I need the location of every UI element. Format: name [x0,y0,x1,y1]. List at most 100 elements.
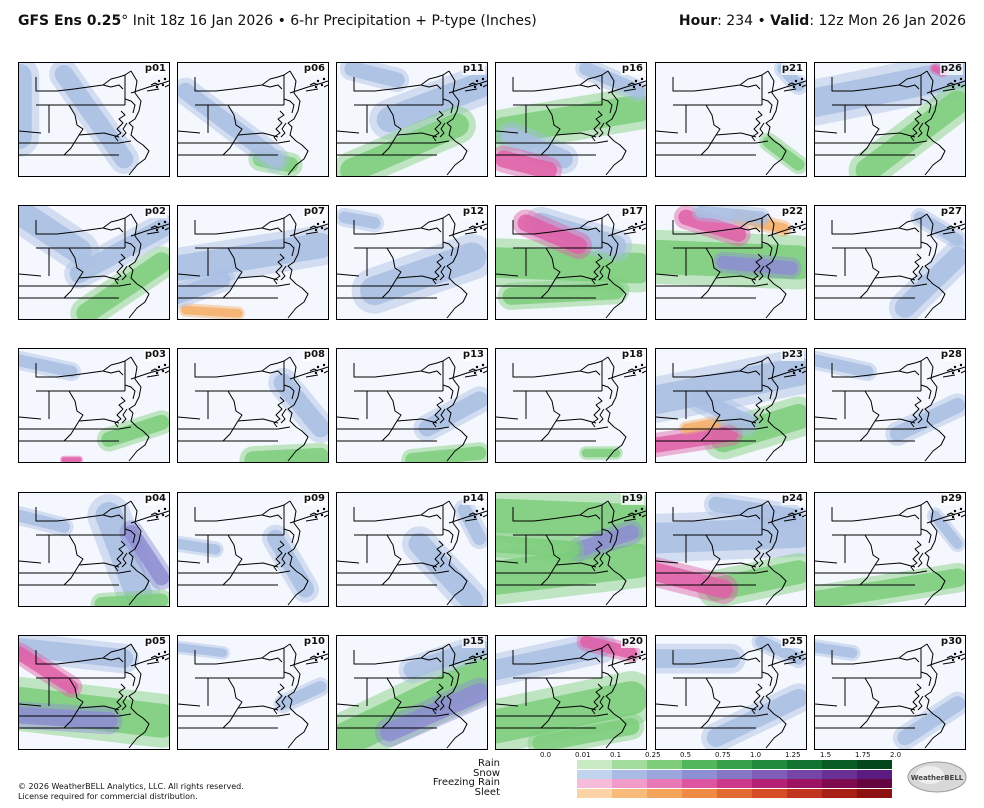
boundary-line [924,283,946,319]
island-marker [951,228,955,232]
boundary-line [555,705,597,711]
boundary-line [128,426,150,462]
boundary-line [273,396,285,428]
island-marker [640,507,644,511]
boundary-line [446,426,468,462]
boundary-line [261,370,283,376]
legend-color-swatch [857,760,892,769]
boundary-line [761,356,769,391]
boundary-line [761,528,773,544]
boundary-line [512,217,603,235]
boundary-line [237,562,279,568]
boundary-line [496,426,609,430]
ensemble-panel-grid: p01 p06 p11 p16 p21 p26 p02 p07 p12 p17 p22 p27 p03 p… [18,62,966,750]
boundary-line [222,134,239,156]
island-marker [314,371,318,375]
boundary-line [496,140,609,144]
island-marker [475,222,479,226]
boundary-line [540,420,557,442]
svg-text:WeatherBELL: WeatherBELL [911,774,964,782]
member-panel: p07 [177,205,329,320]
boundary-line [19,426,132,430]
boundary-line [960,514,965,518]
island-marker [957,513,961,517]
member-label: p08 [302,349,326,361]
state-outline [513,361,602,391]
boundary-line [540,134,557,156]
boundary-line [337,416,360,420]
boundary-line [289,80,328,94]
island-marker [320,83,324,87]
boundary-line [19,416,42,420]
boundary-line [386,677,402,709]
degree-sign: ° [121,13,129,29]
island-marker [794,222,798,226]
boundary-line [815,426,928,430]
precip-swath [762,136,805,171]
boundary-line [114,540,126,572]
legend-color-swatch [752,788,787,798]
island-marker [314,658,318,662]
boundary-line [287,356,301,428]
boundary-line [605,570,627,606]
boundary-line [305,88,319,92]
boundary-line [601,528,613,544]
member-panel: p04 [18,492,170,607]
boundary-line [178,426,291,430]
boundary-line [439,265,446,281]
boundary-line [864,247,880,279]
legend-color-swatch [752,760,787,769]
island-marker [157,652,161,656]
boundary-line [627,655,637,659]
state-outline [832,648,921,678]
member-map [496,63,646,176]
legend-color-swatch [787,760,822,769]
legend-color-swatch [822,779,857,788]
boundary-line [765,500,779,572]
boundary-line [261,514,283,520]
island-marker [800,507,804,511]
boundary-line [605,356,619,428]
legend-tick-label: 0.5 [680,751,692,759]
legend-ticks: 0.0 0.01 0.1 0.25 0.5 0.75 1.0 1.25 1.5 1.75 2.0 [500,751,901,761]
boundary-line [442,98,454,114]
boundary-line [442,671,454,687]
boundary-line [758,265,765,281]
member-label: p05 [143,636,167,648]
member-label: p12 [461,206,485,218]
boundary-line [280,122,287,138]
member-map [656,349,806,462]
boundary-line [164,657,169,661]
boundary-line [656,273,679,277]
precip-swath [19,646,79,694]
boundary-line [765,426,787,462]
boundary-line [672,360,763,378]
island-marker [155,85,159,89]
precip-swath [340,113,469,176]
boundary-line [496,273,519,277]
boundary-line [787,368,797,372]
island-marker [792,85,796,89]
legend-color-swatch [542,769,577,779]
member-map [19,206,169,319]
island-marker [473,85,477,89]
boundary-line [672,217,763,235]
island-marker [157,79,161,83]
legend-color-swatch [787,788,822,798]
boundary-line [283,671,295,687]
boundary-line [227,534,243,566]
member-label: p07 [302,206,326,218]
precip-swath [496,535,580,558]
island-marker [953,79,957,83]
member-map [656,63,806,176]
boundary-line [656,426,769,430]
boundary-line [273,683,285,715]
state-outline [354,218,443,248]
legend-color-swatch [717,760,752,769]
boundary-line [555,418,597,424]
legend-color-swatch [822,769,857,779]
boundary-line [35,360,126,378]
island-marker [322,507,326,511]
member-label: p15 [461,636,485,648]
boundary-line [273,110,285,142]
